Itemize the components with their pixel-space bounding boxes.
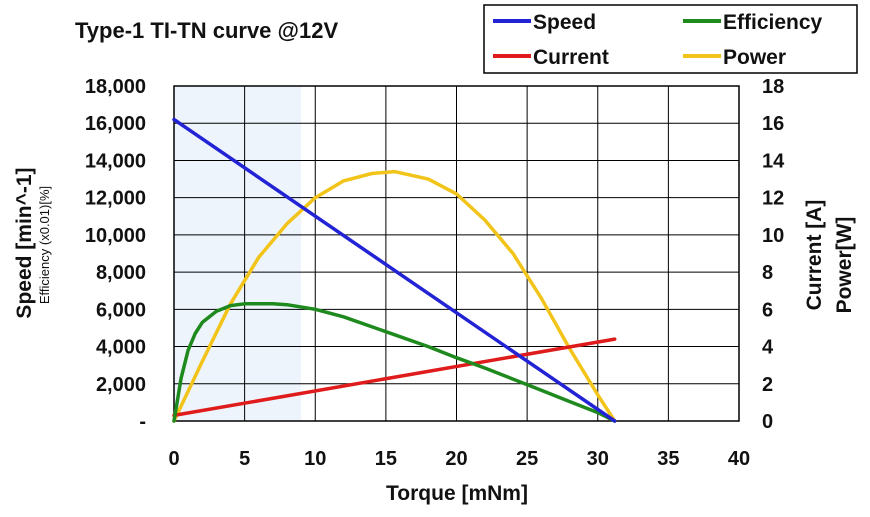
legend-label-current: Current <box>533 46 609 69</box>
y-left-tick-label: 4,000 <box>96 337 146 359</box>
x-tick-label: 15 <box>375 448 397 470</box>
y-left-axis-sublabel: Efficiency (x0.01)[%] <box>37 186 52 304</box>
legend-label-power: Power <box>723 46 786 69</box>
y-left-tick-label: 6,000 <box>96 299 146 321</box>
x-tick-label: 40 <box>728 448 750 470</box>
y-right-tick-label: 8 <box>762 262 773 284</box>
legend-label-efficiency: Efficiency <box>723 11 823 34</box>
y-left-tick-label: 8,000 <box>96 262 146 284</box>
x-tick-label: 5 <box>239 448 250 470</box>
x-tick-label: 25 <box>516 448 538 470</box>
legend: Speed Efficiency Current Power <box>483 4 858 74</box>
series-line-current <box>172 337 617 418</box>
x-tick-labels: 0 5 10 15 20 25 30 35 40 <box>168 448 750 470</box>
plot-frame <box>173 85 740 422</box>
y-left-tick-label: 12,000 <box>85 188 146 210</box>
series-line-efficiency <box>172 302 617 423</box>
x-tick-label: 0 <box>168 448 179 470</box>
legend-label-speed: Speed <box>533 11 596 34</box>
y-right-axis-label-current: Current [A] <box>803 200 826 311</box>
series-layer <box>172 117 617 423</box>
chart-title: Type-1 TI-TN curve @12V <box>75 18 338 43</box>
y-left-tick-label: - <box>139 411 146 433</box>
y-right-tick-label: 2 <box>762 374 773 396</box>
y-left-tick-label: 10,000 <box>85 225 146 247</box>
x-tick-label: 20 <box>445 448 467 470</box>
y-right-tick-label: 6 <box>762 299 773 321</box>
y-left-tick-label: 16,000 <box>85 113 146 135</box>
y-left-tick-labels: - 2,000 4,000 6,000 8,000 10,000 12,000 14,000 1… <box>85 76 146 433</box>
y-right-tick-label: 4 <box>762 337 774 359</box>
grid-lines <box>174 86 739 421</box>
x-tick-label: 30 <box>587 448 609 470</box>
y-right-tick-label: 0 <box>762 411 773 433</box>
series-line-power <box>172 169 617 423</box>
y-right-tick-label: 12 <box>762 188 784 210</box>
y-left-tick-label: 18,000 <box>85 76 146 98</box>
y-left-tick-label: 2,000 <box>96 374 146 396</box>
shaded-region <box>174 86 302 421</box>
y-right-axis-label-power: Power[W] <box>833 217 856 314</box>
y-right-tick-label: 10 <box>762 225 784 247</box>
y-left-axis-label: Speed [min^-1] <box>13 167 36 318</box>
y-right-tick-labels: 0 2 4 6 8 10 12 14 16 18 <box>762 76 785 433</box>
x-tick-label: 35 <box>657 448 679 470</box>
series-line-speed <box>172 117 617 423</box>
y-right-tick-label: 16 <box>762 113 784 135</box>
y-right-tick-label: 14 <box>762 150 785 172</box>
x-tick-label: 10 <box>304 448 326 470</box>
legend-box <box>483 4 858 74</box>
y-right-tick-label: 18 <box>762 76 784 98</box>
x-axis-label: Torque [mNm] <box>386 482 528 505</box>
y-left-tick-label: 14,000 <box>85 150 146 172</box>
